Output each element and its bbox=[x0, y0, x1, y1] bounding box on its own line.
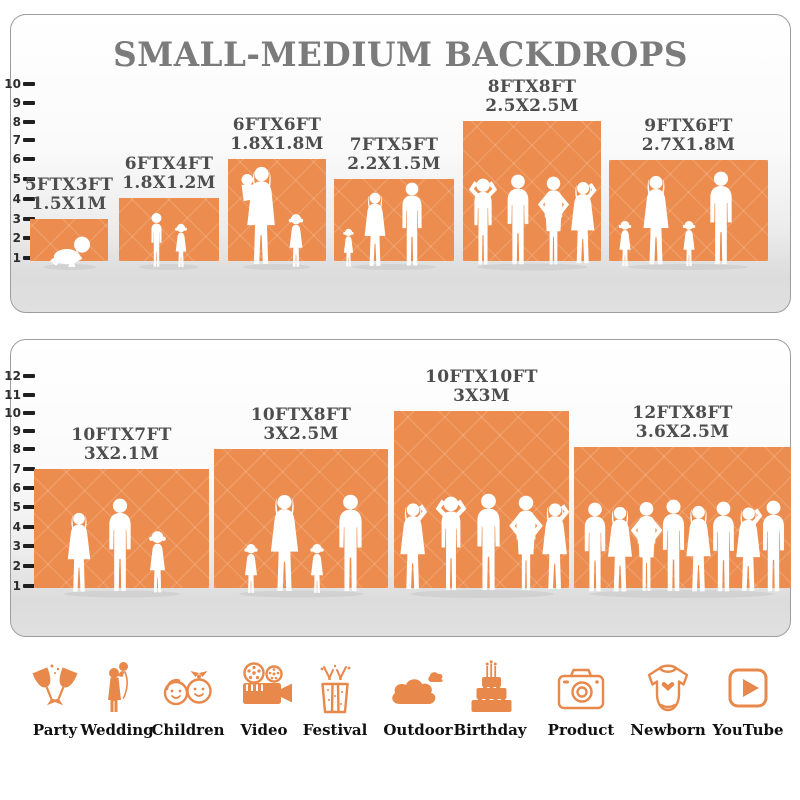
boy-and-girl-silhouette bbox=[139, 212, 199, 270]
ruler-tick: 10 bbox=[1, 407, 35, 419]
trio-silhouette bbox=[64, 498, 180, 598]
outdoor-icon bbox=[392, 672, 443, 704]
tick-dash bbox=[23, 217, 35, 221]
backdrop-12x8: 12FTX8FT 3.6X2.5M bbox=[574, 403, 791, 598]
backdrop-size-label: 5FTX3FT 1.5X1M bbox=[24, 174, 114, 214]
ruler-tick: 4 bbox=[1, 521, 35, 533]
backdrop-size-label: 7FTX5FT 2.2X1.5M bbox=[347, 134, 441, 174]
ruler-tick: 10 bbox=[1, 78, 35, 90]
tick-dash bbox=[23, 101, 35, 105]
ruler-tick: 7 bbox=[1, 463, 35, 475]
backdrop-size-label: 8FTX8FT 2.5X2.5M bbox=[485, 76, 579, 116]
category-children: Children bbox=[146, 660, 230, 739]
tick-dash bbox=[23, 177, 35, 181]
category-festival: Festival bbox=[293, 660, 377, 739]
backdrop-size-label: 10FTX10FT 3X3M bbox=[425, 366, 538, 406]
family-of-four-silhouette bbox=[239, 494, 363, 598]
backdrop-6x4: 6FTX4FT 1.8X1.2M bbox=[119, 154, 219, 270]
tick-dash bbox=[23, 197, 35, 201]
video-icon bbox=[243, 662, 292, 704]
ruler-tick: 5 bbox=[1, 501, 35, 513]
ruler-tick: 6 bbox=[1, 482, 35, 494]
tick-dash bbox=[23, 429, 35, 433]
ruler-tick: 2 bbox=[1, 560, 35, 572]
birthday-icon bbox=[471, 660, 512, 712]
backdrop-size-label: 10FTX7FT 3X2.1M bbox=[71, 424, 172, 464]
party-icon bbox=[32, 664, 78, 706]
backdrop-8x8: 8FTX8FT 2.5X2.5M bbox=[463, 77, 601, 271]
ruler-tick: 11 bbox=[1, 389, 35, 401]
newborn-icon bbox=[647, 664, 689, 712]
crowd-silhouette bbox=[584, 499, 784, 598]
tick-dash bbox=[23, 486, 35, 490]
festival-icon bbox=[320, 664, 351, 714]
group-of-adults-silhouette bbox=[468, 174, 597, 271]
ruler-tick: 9 bbox=[1, 425, 35, 437]
backdrop-10x7: 10FTX7FT 3X2.1M bbox=[34, 425, 209, 598]
tick-dash bbox=[23, 525, 35, 529]
ruler-tick: 8 bbox=[1, 116, 35, 128]
category-wedding: Wedding bbox=[75, 660, 159, 739]
tick-dash bbox=[23, 374, 35, 378]
backdrop-10x10: 10FTX10FT 3X3M bbox=[394, 367, 570, 598]
tick-dash bbox=[23, 505, 35, 509]
backdrop-size-label: 10FTX8FT 3X2.5M bbox=[250, 404, 352, 444]
ruler-tick: 4 bbox=[1, 193, 35, 205]
backdrop-6x6: 6FTX6FT 1.8X1.8M bbox=[228, 115, 326, 270]
product-icon bbox=[557, 668, 605, 710]
ruler-tick: 1 bbox=[1, 252, 35, 264]
wedding-icon bbox=[108, 662, 128, 712]
group-of-five-silhouette bbox=[400, 493, 570, 598]
category-newborn: Newborn bbox=[626, 660, 710, 739]
tick-dash bbox=[23, 256, 35, 260]
family-of-four-silhouette bbox=[618, 171, 748, 270]
tick-dash bbox=[23, 138, 35, 142]
backdrop-10x8: 10FTX8FT 3X2.5M bbox=[214, 405, 388, 598]
category-video: Video bbox=[222, 660, 306, 739]
ruler-tick: 8 bbox=[1, 443, 35, 455]
ruler-tick: 3 bbox=[1, 540, 35, 552]
tick-dash bbox=[23, 447, 35, 451]
tick-dash bbox=[23, 584, 35, 588]
ruler-tick: 7 bbox=[1, 134, 35, 146]
ruler-tick: 9 bbox=[1, 97, 35, 109]
category-party: Party bbox=[13, 660, 97, 739]
category-product: Product bbox=[539, 660, 623, 739]
small-medium-panel: SMALL-MEDIUM BACKDROPS 10 9 8 7 6 5 4 3 … bbox=[4, 14, 791, 313]
tick-dash bbox=[23, 236, 35, 240]
ruler-tick: 12 bbox=[1, 370, 35, 382]
youtube-icon bbox=[728, 668, 768, 708]
backdrop-7x5: 7FTX5FT 2.2X1.5M bbox=[334, 135, 454, 270]
tick-dash bbox=[23, 544, 35, 548]
backdrop-9x6: 9FTX6FT 2.7X1.8M bbox=[609, 116, 768, 270]
category-outdoor: Outdoor bbox=[376, 660, 460, 739]
tick-dash bbox=[23, 411, 35, 415]
ruler-tick: 1 bbox=[1, 580, 35, 592]
tick-dash bbox=[23, 467, 35, 471]
backdrop-size-label: 12FTX8FT 3.6X2.5M bbox=[632, 402, 733, 442]
tick-dash bbox=[23, 157, 35, 161]
crawling-baby-silhouette bbox=[44, 236, 96, 270]
backdrop-size-label: 6FTX4FT 1.8X1.2M bbox=[122, 153, 216, 193]
backdrop-size-label: 9FTX6FT 2.7X1.8M bbox=[641, 115, 736, 155]
large-panel: 12 11 10 9 8 7 6 5 4 3 2 1 10FTX7FT 3X2.1… bbox=[4, 339, 791, 637]
page-title: SMALL-MEDIUM BACKDROPS bbox=[113, 35, 688, 75]
ruler-tick: 6 bbox=[1, 153, 35, 165]
ruler-tick: 5 bbox=[1, 173, 35, 185]
category-birthday: Birthday bbox=[448, 660, 532, 739]
mother-and-girl-silhouette bbox=[241, 166, 311, 270]
children-icon bbox=[163, 671, 212, 706]
tick-dash bbox=[23, 393, 35, 397]
backdrop-5x3: 5FTX3FT 1.5X1M bbox=[25, 175, 113, 270]
tick-dash bbox=[23, 82, 35, 86]
category-youtube: YouTube bbox=[706, 660, 790, 739]
backdrop-size-label: 6FTX6FT 1.8X1.8M bbox=[230, 114, 324, 154]
ruler-tick: 2 bbox=[1, 232, 35, 244]
ruler-tick: 3 bbox=[1, 213, 35, 225]
tick-dash bbox=[23, 120, 35, 124]
family-of-three-silhouette bbox=[343, 182, 436, 270]
tick-dash bbox=[23, 564, 35, 568]
